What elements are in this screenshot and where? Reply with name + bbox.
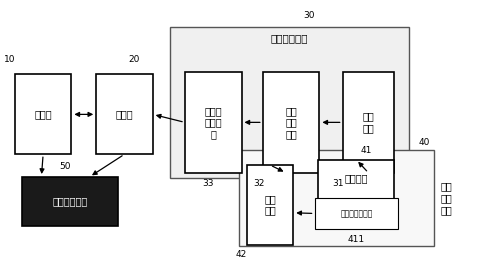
- Text: 磁定位仪: 磁定位仪: [345, 173, 368, 183]
- Text: 超声
成像
设备: 超声 成像 设备: [285, 106, 297, 139]
- Bar: [96, 74, 153, 154]
- Bar: [318, 160, 394, 213]
- Bar: [246, 165, 293, 245]
- Text: 30: 30: [304, 11, 315, 20]
- Text: 超声
探头: 超声 探头: [363, 111, 374, 133]
- Text: 超声数
据采集
卡: 超声数 据采集 卡: [205, 106, 222, 139]
- Text: 31: 31: [332, 179, 344, 188]
- Text: 上位机: 上位机: [116, 109, 133, 119]
- Text: 磁定位仪接收器: 磁定位仪接收器: [340, 209, 373, 218]
- Text: 42: 42: [236, 250, 247, 259]
- Text: 空间
配准
装置: 空间 配准 装置: [440, 182, 452, 215]
- Bar: [263, 72, 319, 173]
- Bar: [315, 198, 398, 229]
- Text: 32: 32: [253, 179, 265, 188]
- Bar: [185, 72, 242, 173]
- Bar: [239, 150, 434, 246]
- Text: 50: 50: [60, 162, 71, 171]
- Bar: [15, 74, 71, 154]
- Text: 10: 10: [4, 55, 16, 64]
- Bar: [170, 27, 409, 178]
- Text: 增强现实眼镜: 增强现实眼镜: [53, 197, 88, 206]
- Text: 40: 40: [418, 138, 430, 147]
- Text: 33: 33: [203, 179, 214, 188]
- Text: 穿刺针: 穿刺针: [35, 109, 52, 119]
- Text: 41: 41: [360, 146, 372, 155]
- Text: 411: 411: [348, 235, 365, 244]
- Text: 20: 20: [129, 55, 140, 64]
- Text: 标定
体模: 标定 体模: [264, 194, 276, 216]
- Bar: [22, 177, 118, 226]
- Text: 超声探测装置: 超声探测装置: [271, 34, 309, 44]
- Bar: [343, 72, 394, 173]
